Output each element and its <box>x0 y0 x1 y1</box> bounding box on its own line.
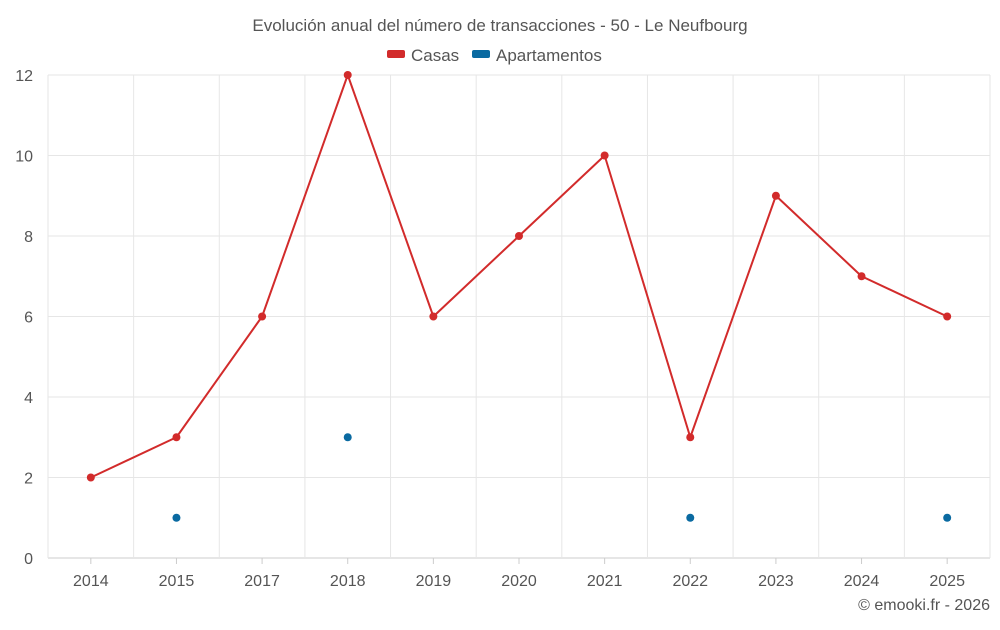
data-point-casas <box>343 71 352 79</box>
legend-label-casas: Casas <box>411 46 459 65</box>
x-tick-label: 2020 <box>501 573 537 590</box>
grid <box>47 74 991 559</box>
data-point-casas <box>258 312 267 321</box>
x-tick-label: 2017 <box>244 573 280 590</box>
data-point-apartamentos <box>686 513 695 522</box>
x-tick-label: 2021 <box>587 573 623 590</box>
legend-item-casas[interactable]: Casas <box>387 46 459 65</box>
data-point-casas <box>771 191 780 200</box>
data-point-casas <box>429 312 438 321</box>
legend-item-apartamentos[interactable]: Apartamentos <box>472 46 602 65</box>
y-tick-label: 12 <box>15 68 33 85</box>
y-tick-label: 2 <box>24 471 33 488</box>
data-point-casas <box>515 232 523 240</box>
data-point-casas <box>172 433 181 442</box>
data-point-apartamentos <box>172 513 181 522</box>
data-point-casas <box>86 473 95 482</box>
y-tick-label: 0 <box>24 551 33 568</box>
x-tick-label: 2014 <box>73 573 109 590</box>
legend-swatch-casas <box>387 50 405 58</box>
legend-label-apartamentos: Apartamentos <box>496 46 602 65</box>
chart-title: Evolución anual del número de transaccio… <box>252 16 747 35</box>
x-tick-label: 2018 <box>330 573 366 590</box>
legend: Casas Apartamentos <box>387 46 602 65</box>
x-tick-label: 2025 <box>929 573 965 590</box>
data-point-casas <box>943 312 952 321</box>
axes: 0 2 4 6 8 10 12 2014 2015 2017 2018 2019 2020 2021 202… <box>15 68 965 590</box>
x-tick-label: 2015 <box>159 573 195 590</box>
series-layer <box>86 71 952 522</box>
y-tick-label: 8 <box>24 229 33 246</box>
data-point-apartamentos <box>343 433 352 442</box>
y-tick-label: 10 <box>15 149 33 166</box>
data-point-casas <box>600 151 609 160</box>
x-tick-label: 2022 <box>672 573 708 590</box>
data-point-casas <box>686 433 695 442</box>
legend-swatch-apartamentos <box>472 50 490 58</box>
y-tick-label: 6 <box>24 310 33 327</box>
data-point-apartamentos <box>943 513 952 522</box>
x-tick-label: 2024 <box>844 573 880 590</box>
credit-text: © emooki.fr - 2026 <box>858 597 990 614</box>
x-tick-label: 2019 <box>416 573 452 590</box>
x-tick-label: 2023 <box>758 573 794 590</box>
data-point-casas <box>857 272 866 281</box>
y-tick-label: 4 <box>24 390 33 407</box>
